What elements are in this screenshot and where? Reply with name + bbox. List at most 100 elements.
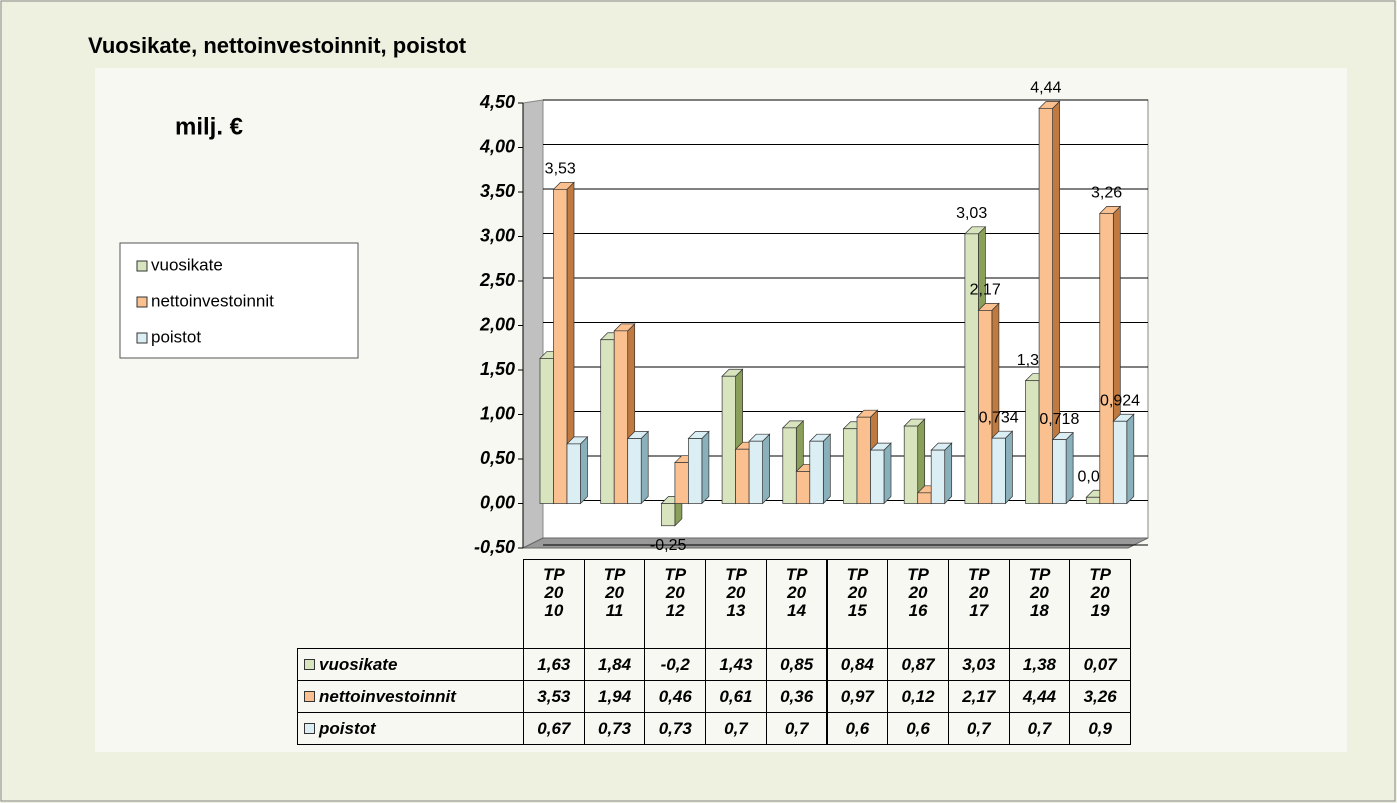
table-cell: 3,53 <box>523 680 585 713</box>
bar-side <box>1126 413 1135 505</box>
data-label: -0,25 <box>650 537 687 554</box>
legend-key <box>136 332 148 344</box>
bar-side <box>580 436 588 505</box>
bar-side <box>1065 431 1074 505</box>
cell-text: 1,94 <box>597 686 632 706</box>
bar <box>613 330 629 504</box>
data-label: 3,26 <box>1091 185 1122 202</box>
cell-text: poistot <box>319 718 376 738</box>
bar <box>661 503 676 527</box>
table-cell: 0,87 <box>887 648 949 681</box>
category-cell: TP 20 18 <box>1008 559 1071 649</box>
bar <box>566 443 581 504</box>
bar <box>991 437 1006 504</box>
legend-label: poistot <box>151 327 201 346</box>
unit-label: milj. € <box>175 113 243 140</box>
table-cell: 0,12 <box>887 680 949 713</box>
cell-text: 0,84 <box>840 654 874 674</box>
bar <box>688 438 703 504</box>
y-tick-label: 1,50 <box>480 359 515 379</box>
cell-text: 1,43 <box>719 654 753 674</box>
row-header: poistot <box>297 712 524 745</box>
y-tick-label: 2,50 <box>479 270 515 290</box>
bar <box>809 440 824 504</box>
bar <box>1038 107 1053 504</box>
bar <box>553 188 568 504</box>
table-cell: 0,7 <box>947 712 1010 745</box>
bar <box>1085 496 1101 504</box>
table-cell: 1,84 <box>583 648 646 681</box>
table-cell: 1,38 <box>1008 648 1071 681</box>
cell-text: 0,6 <box>845 718 870 738</box>
legend-key <box>136 260 148 272</box>
category-cell: TP 20 11 <box>583 559 646 649</box>
cell-text: 0,85 <box>780 654 814 674</box>
cell-text: -0,2 <box>660 654 690 674</box>
category-cell: TP 20 12 <box>644 559 707 649</box>
cell-text: TP 20 12 <box>664 565 687 620</box>
legend <box>119 242 359 359</box>
table-cell: 0,85 <box>765 648 828 681</box>
floor <box>522 537 1149 549</box>
table-cell: 0,73 <box>583 712 646 745</box>
data-label: 2,17 <box>970 282 1001 299</box>
bar-side <box>640 430 649 505</box>
table-cell: 0,6 <box>887 712 949 745</box>
bar <box>1099 213 1114 504</box>
cell-text: 0,73 <box>597 718 632 738</box>
table-cell: 0,97 <box>826 680 889 713</box>
y-tick-label: 3,00 <box>480 225 515 245</box>
legend-key <box>304 659 315 670</box>
table-cell: 4,44 <box>1008 680 1071 713</box>
cell-text: 0,9 <box>1088 718 1112 738</box>
legend-key <box>136 296 148 308</box>
cell-text: 3,26 <box>1083 686 1117 706</box>
bar-side <box>822 433 831 505</box>
y-tick-label: -0,50 <box>474 537 515 557</box>
table-cell: 0,36 <box>765 680 828 713</box>
cell-text: 0,73 <box>658 718 692 738</box>
data-label: 3,03 <box>956 205 987 222</box>
category-cell: TP 20 17 <box>947 559 1010 649</box>
table-cell: 3,03 <box>947 648 1010 681</box>
chart-title: Vuosikate, nettoinvestoinnit, poistot <box>88 33 467 58</box>
table-cell: 1,94 <box>583 680 646 713</box>
table-cell: 0,67 <box>523 712 585 745</box>
cell-text: 0,12 <box>901 686 935 706</box>
cell-text: 1,84 <box>597 654 632 674</box>
cell-text: 0,7 <box>966 718 991 738</box>
table-cell: 0,73 <box>644 712 707 745</box>
cell-text: 0,36 <box>780 686 814 706</box>
category-cell: TP 20 14 <box>765 559 828 649</box>
bar <box>964 233 979 504</box>
category-cell: TP 20 15 <box>826 559 889 649</box>
data-label: 0,734 <box>979 409 1019 426</box>
cell-text: 0,7 <box>784 718 809 738</box>
bar <box>856 416 871 504</box>
bar <box>735 448 750 504</box>
y-tick-label: 1,00 <box>480 403 515 423</box>
y-tick-label: 2,00 <box>479 314 515 334</box>
cell-text: 0,07 <box>1083 654 1117 674</box>
cell-text: 0,67 <box>537 718 571 738</box>
row-header: nettoinvestoinnit <box>297 680 524 713</box>
cell-text: TP 20 15 <box>846 565 869 620</box>
cell-text: 0,7 <box>724 718 748 738</box>
bar <box>627 438 642 504</box>
y-tick-label: 4,00 <box>479 136 515 156</box>
legend-label: vuosikate <box>151 255 223 274</box>
bar <box>930 449 946 504</box>
data-label: 4,44 <box>1030 80 1061 97</box>
cell-text: vuosikate <box>319 654 398 674</box>
cell-text: TP 20 13 <box>725 565 747 620</box>
bar <box>539 358 554 504</box>
bar <box>1112 420 1128 504</box>
bar <box>870 449 885 504</box>
cell-text: 3,53 <box>537 686 571 706</box>
legend-key <box>304 691 315 702</box>
table-cell: 0,7 <box>765 712 828 745</box>
cell-text: TP 20 18 <box>1028 565 1051 620</box>
bar-side <box>883 442 892 505</box>
cell-text: nettoinvestoinnit <box>319 686 456 706</box>
